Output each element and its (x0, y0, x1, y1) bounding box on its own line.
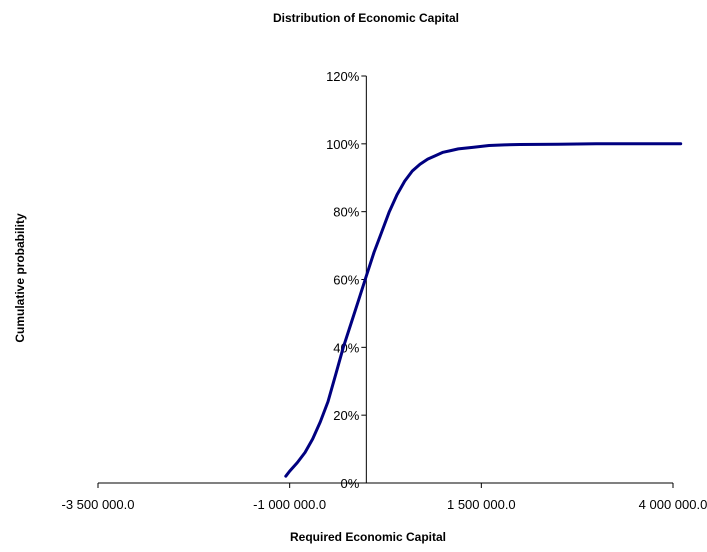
series (284, 142, 683, 478)
series-line (284, 142, 683, 478)
axes (98, 76, 673, 484)
y-tick-label: 60% (333, 273, 359, 288)
x-tick-label: 4 000 000.0 (639, 497, 707, 512)
x-tick-label: 1 500 000.0 (447, 497, 516, 512)
y-axis-label: Cumulative probability (13, 213, 27, 343)
y-tick-label: 20% (333, 408, 359, 423)
y-ticks: 0% 20% 40% 60% 80% 100% 120% (326, 69, 367, 491)
y-tick-label: 80% (333, 205, 359, 220)
x-axis-label: Required Economic Capital (290, 530, 446, 544)
x-tick-label: -1 000 000.0 (253, 497, 326, 512)
x-ticks: -3 500 000.0 -1 000 000.0 1 500 000.0 4 000… (61, 483, 707, 512)
y-tick-label: 100% (326, 137, 360, 152)
y-tick-label: 0% (341, 476, 360, 491)
chart-title: Distribution of Economic Capital (273, 11, 459, 25)
x-tick-label: -3 500 000.0 (61, 497, 134, 512)
y-tick-label: 40% (333, 340, 359, 355)
y-tick-label: 120% (326, 69, 360, 84)
